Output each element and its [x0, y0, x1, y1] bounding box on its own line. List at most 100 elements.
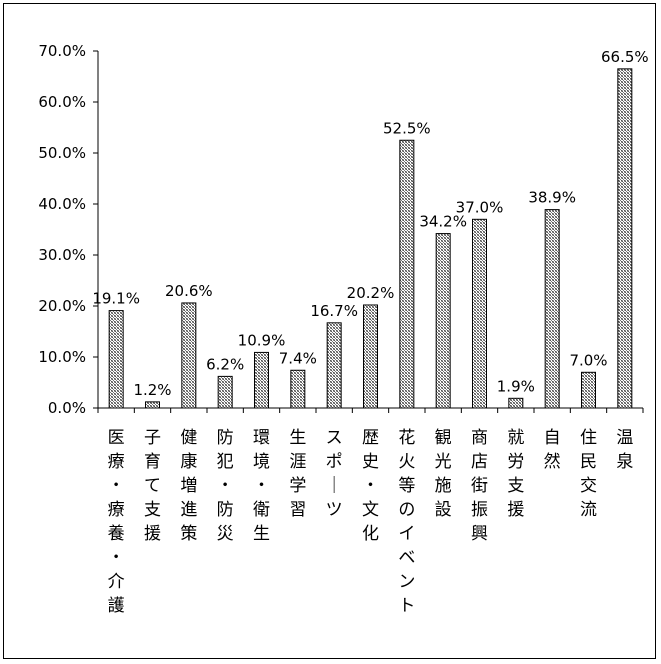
data-label: 19.1%: [92, 290, 140, 308]
bars: [108, 68, 633, 409]
category-label-char: 支: [144, 500, 161, 520]
bar: [326, 322, 342, 409]
category-label-char: 環: [253, 428, 270, 448]
category-label-char: 温: [616, 428, 633, 448]
category-label-char: 光: [435, 452, 452, 472]
category-label-char: 境: [253, 452, 270, 472]
data-label: 66.5%: [601, 48, 649, 66]
category-label-char: 商: [471, 428, 488, 448]
bar: [544, 209, 560, 409]
category-label-char: 生: [289, 428, 306, 448]
category-label-char: 歴: [362, 428, 379, 448]
category-label-char: イ: [398, 524, 415, 544]
category-label-char: 文: [362, 500, 379, 520]
bar: [108, 310, 124, 409]
axes: 0.0% 10.0% 20.0% 30.0% 40.0% 50.0% 60.0% 70.0%: [38, 42, 644, 417]
data-label: 10.9%: [238, 331, 286, 349]
category-label-char: 防: [217, 428, 234, 448]
category-label-char: ン: [398, 572, 415, 592]
category-label: スポ ｜ ツ: [326, 428, 343, 520]
category-label-char: 養: [108, 524, 125, 544]
category-label-char: ポ: [326, 452, 343, 472]
bar: [399, 139, 415, 409]
category-label: 自然: [544, 428, 561, 472]
category-label-char: 防: [217, 500, 234, 520]
category-label-char: 火: [398, 452, 415, 472]
category-label-char: 災: [217, 524, 234, 544]
y-tick-label: 10.0%: [38, 348, 86, 366]
data-label: 20.2%: [347, 284, 395, 302]
category-label-char: 交: [580, 476, 597, 496]
category-label-char: 支: [507, 476, 524, 496]
category-label-char: ｜: [326, 476, 343, 496]
bar: [254, 351, 269, 409]
category-label-char: 育: [144, 452, 161, 472]
category-label-char: 増: [180, 476, 197, 496]
bar: [145, 401, 160, 409]
bar: [435, 233, 451, 409]
category-label: 温泉: [616, 428, 633, 472]
category-label-char: 介: [108, 572, 125, 592]
category-label-char: 店: [471, 452, 488, 472]
data-label: 38.9%: [528, 189, 576, 207]
data-label: 1.2%: [133, 381, 171, 399]
category-label-char: 援: [507, 500, 524, 520]
data-label: 52.5%: [383, 119, 431, 137]
category-label-char: ・: [217, 476, 234, 496]
data-label: 7.0%: [569, 351, 607, 369]
category-label-char: 労: [507, 452, 524, 472]
bar: [363, 304, 378, 409]
category-label-char: ト: [398, 596, 415, 616]
category-label-char: 療: [108, 452, 125, 472]
category-label-char: 生: [253, 524, 270, 544]
category-label-char: 泉: [616, 452, 633, 472]
category-label-char: 習: [289, 500, 306, 520]
category-label: 環境・衛生: [253, 428, 270, 544]
category-label-char: ・: [108, 548, 125, 568]
y-tick-label: 40.0%: [38, 195, 86, 213]
category-label-char: 設: [435, 500, 452, 520]
data-label: 7.4%: [279, 349, 317, 367]
category-labels: 医療・療養・介護子育て支援健康増進策防犯・防災環境・衛生生涯学習スポ｜ツ歴史・文…: [108, 428, 634, 616]
y-tick-label: 0.0%: [48, 399, 86, 417]
category-label-char: 興: [471, 524, 488, 544]
category-label-char: 等: [398, 476, 415, 496]
category-label-char: 観: [435, 428, 452, 448]
category-label: 医療・療養・介護: [108, 428, 125, 616]
category-label-char: ・: [253, 476, 270, 496]
y-tick-label: 60.0%: [38, 93, 86, 111]
category-label-char: の: [398, 500, 415, 520]
y-tick-label: 30.0%: [38, 246, 86, 264]
category-label-char: 療: [108, 500, 125, 520]
y-tick-label: 20.0%: [38, 297, 86, 315]
category-label-char: 住: [580, 428, 597, 448]
category-label-char: 然: [544, 452, 561, 472]
category-label-char: 衛: [253, 500, 270, 520]
category-label-char: 進: [180, 500, 197, 520]
category-label-char: ベ: [398, 548, 415, 568]
data-label: 1.9%: [497, 377, 535, 395]
bar: [617, 68, 633, 409]
category-label-char: 振: [471, 500, 488, 520]
bar: [290, 369, 306, 409]
data-label: 16.7%: [310, 302, 358, 320]
bar: [581, 371, 596, 409]
category-label-char: 就: [507, 428, 524, 448]
data-label: 37.0%: [456, 198, 504, 216]
bar: [217, 375, 233, 409]
chart-frame: 0.0% 10.0% 20.0% 30.0% 40.0% 50.0% 60.0% 70.0% …: [3, 3, 656, 659]
category-label-char: ツ: [326, 500, 343, 520]
category-label-char: 化: [362, 524, 379, 544]
category-label-char: て: [144, 476, 161, 496]
category-label-char: 流: [580, 500, 597, 520]
category-label: 歴史・文化: [362, 428, 379, 544]
data-label: 34.2%: [419, 213, 467, 231]
category-label-char: 健: [180, 428, 197, 448]
